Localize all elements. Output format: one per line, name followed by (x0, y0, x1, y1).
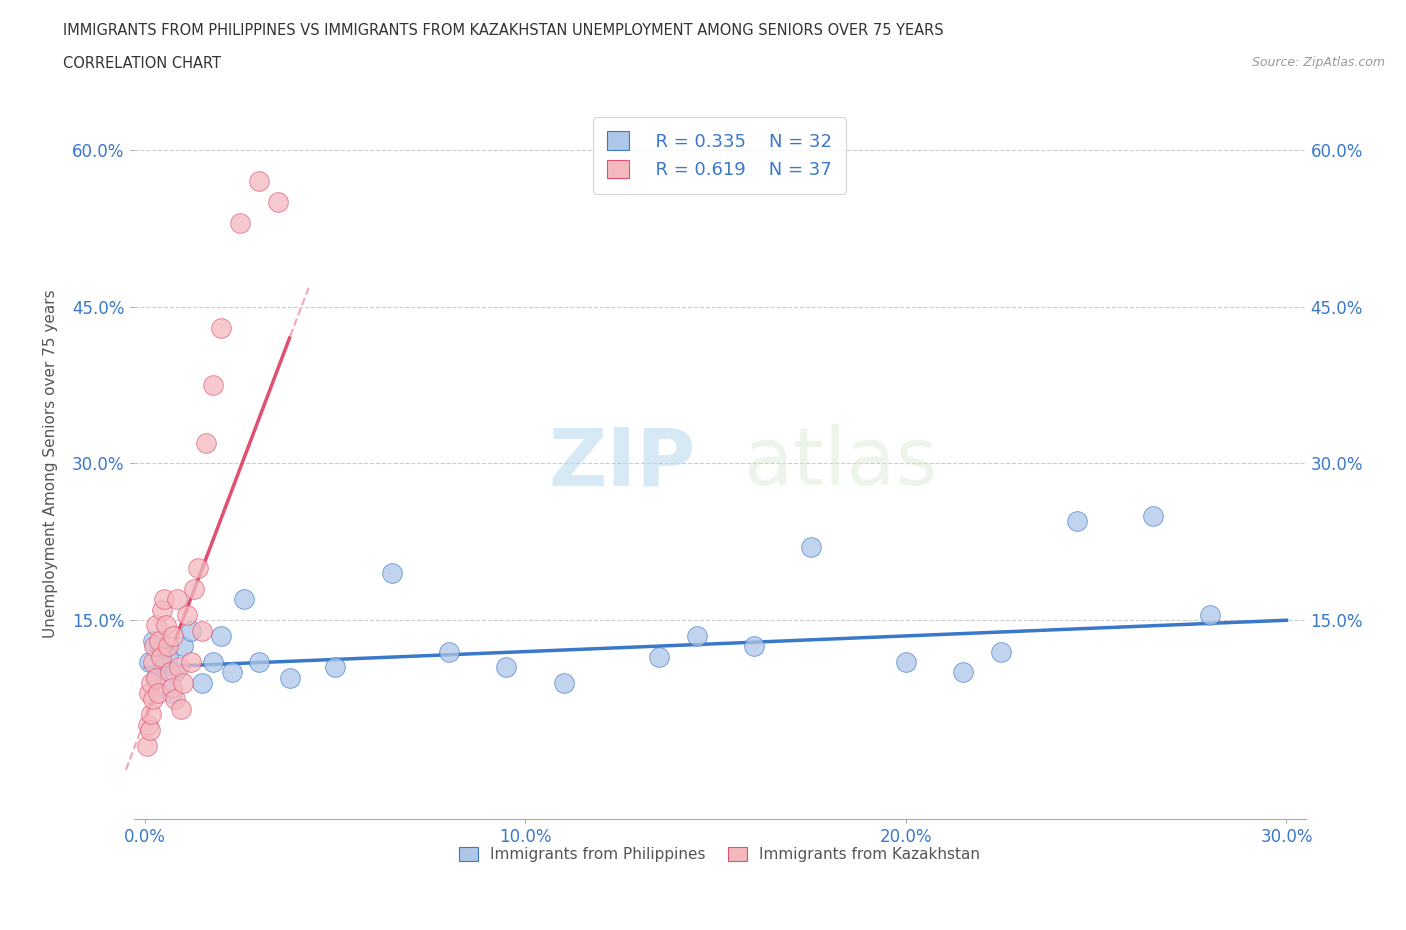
Point (278, 671, 301, 685)
Point (165, 665, 187, 680)
Point (202, 378, 225, 392)
Point (221, 665, 243, 680)
Point (153, 659, 176, 674)
Point (143, 639, 166, 654)
Point (176, 607, 198, 622)
Point (145, 671, 167, 685)
Point (141, 707, 163, 722)
Point (142, 633, 165, 648)
Point (647, 649, 669, 664)
Text: IMMIGRANTS FROM PHILIPPINES VS IMMIGRANTS FROM KAZAKHSTAN UNEMPLOYMENT AMONG SEN: IMMIGRANTS FROM PHILIPPINES VS IMMIGRANT… (63, 23, 943, 38)
Point (800, 539, 823, 554)
Point (159, 665, 181, 680)
Text: Source: ZipAtlas.com: Source: ZipAtlas.com (1251, 56, 1385, 69)
Point (191, 675, 214, 690)
Point (139, 675, 162, 690)
Point (145, 671, 167, 685)
Point (202, 655, 225, 670)
Point (1066, 513, 1088, 528)
Point (138, 655, 160, 670)
Point (229, 216, 252, 231)
Point (156, 649, 179, 664)
Point (183, 581, 205, 596)
Point (149, 644, 172, 659)
Point (142, 655, 165, 670)
Text: CORRELATION CHART: CORRELATION CHART (63, 56, 221, 71)
Point (180, 655, 202, 670)
Point (180, 623, 202, 638)
Point (170, 701, 193, 716)
Point (323, 659, 346, 674)
Point (686, 629, 709, 644)
Point (553, 675, 575, 690)
Y-axis label: Unemployment Among Seniors over 75 years: Unemployment Among Seniors over 75 years (44, 289, 58, 638)
Point (138, 686, 160, 701)
Point (160, 686, 183, 701)
Point (232, 591, 254, 606)
Point (148, 633, 170, 648)
Text: atlas: atlas (742, 424, 938, 502)
Point (155, 618, 177, 633)
Point (135, 738, 157, 753)
Point (138, 723, 160, 737)
Point (952, 665, 974, 680)
Point (439, 644, 461, 659)
Point (165, 691, 187, 706)
Point (153, 591, 176, 606)
Legend: Immigrants from Philippines, Immigrants from Kazakhstan: Immigrants from Philippines, Immigrants … (453, 841, 986, 868)
Point (145, 618, 167, 633)
Point (149, 649, 172, 664)
Point (160, 681, 183, 696)
Point (191, 623, 214, 638)
Point (1142, 509, 1164, 524)
Point (167, 659, 190, 674)
Point (156, 639, 179, 654)
Point (142, 691, 165, 706)
Point (381, 565, 404, 580)
Point (146, 686, 169, 701)
Point (150, 603, 173, 618)
Point (209, 629, 232, 644)
Point (172, 639, 194, 654)
Point (162, 629, 184, 644)
Point (209, 320, 232, 335)
Point (267, 194, 290, 209)
Point (894, 655, 917, 670)
Point (166, 591, 188, 606)
Point (194, 435, 217, 450)
Point (495, 659, 517, 674)
Point (172, 675, 194, 690)
Point (990, 644, 1012, 659)
Point (742, 639, 765, 654)
Point (187, 561, 209, 576)
Point (136, 717, 159, 732)
Point (247, 174, 270, 189)
Point (1199, 607, 1222, 622)
Text: ZIP: ZIP (548, 424, 696, 502)
Point (247, 655, 270, 670)
